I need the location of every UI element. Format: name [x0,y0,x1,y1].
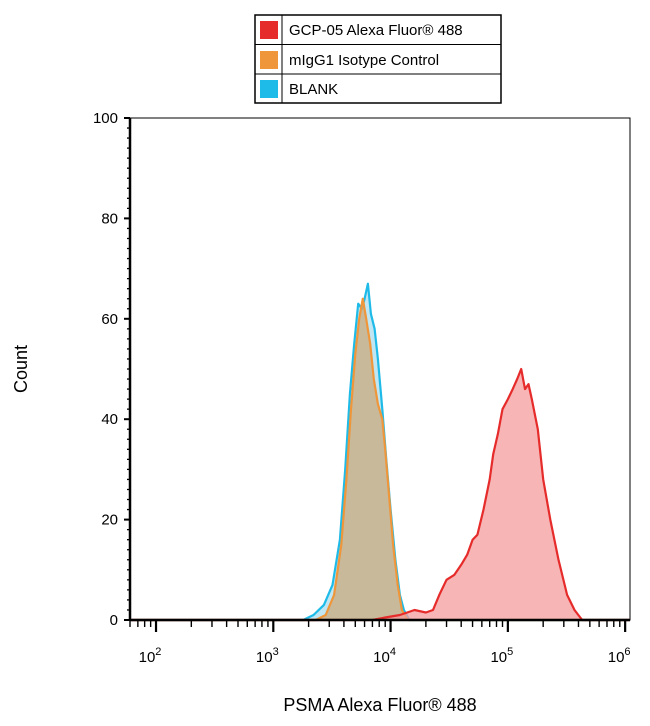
series-layer [130,282,630,622]
x-axis-title: PSMA Alexa Fluor® 488 [283,695,476,715]
y-tick-label: 80 [101,210,118,227]
y-axis-title: Count [11,345,31,393]
x-ticks: 102 103 104 105 106 [129,620,631,666]
x-tick-label: 103 [256,646,279,666]
legend-label-isotype: mIgG1 Isotype Control [289,52,439,69]
y-tick-label: 0 [110,612,118,629]
legend-label-gcp05: GCP-05 Alexa Fluor® 488 [289,22,463,39]
y-tick-label: 60 [101,311,118,328]
x-tick-label: 106 [608,646,631,666]
series-line-gcp-05-alexa-fluor-488 [130,367,630,622]
y-tick-label: 100 [93,110,118,127]
x-tick-label: 105 [490,646,513,666]
series-area-migg1-isotype-control [130,298,630,620]
legend-swatch-gcp05 [260,21,278,39]
legend: GCP-05 Alexa Fluor® 488 mIgG1 Isotype Co… [254,14,502,104]
legend-box [254,14,502,104]
x-tick-label: 104 [373,646,396,666]
x-tick-label: 102 [139,646,162,666]
y-ticks: 0 20 40 60 80 100 [93,110,130,629]
legend-swatch-blank [260,80,278,98]
y-tick-label: 20 [101,512,118,529]
y-tick-label: 40 [101,411,118,428]
legend-label-blank: BLANK [289,81,338,98]
legend-swatch-isotype [260,51,278,69]
series-line-migg1-isotype-control [130,297,630,622]
series-area-gcp-05-alexa-fluor-488 [130,369,630,620]
